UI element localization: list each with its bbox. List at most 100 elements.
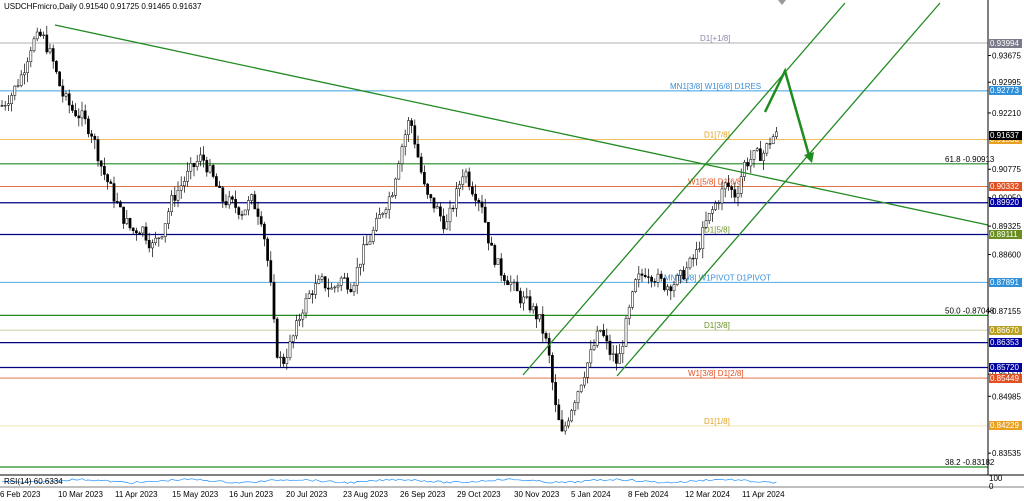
candle-body [714,203,717,210]
candle-body [256,208,260,217]
date-axis-label: 11 Apr 2024 [742,490,785,499]
candle-body [688,257,692,269]
candle-body [419,156,423,173]
candle-body [291,335,295,342]
candle-body [160,236,164,239]
price-axis-label: 0.84985 [992,392,1021,401]
candle-body [112,183,116,202]
candle-body [403,134,407,147]
candle-body [352,285,356,293]
price-axis-label: 0.90775 [992,165,1021,174]
candle-body [170,195,173,213]
candle-body [691,257,695,260]
candle-body [365,243,369,246]
candle-body [519,290,522,304]
candle-body [186,170,189,182]
candle-body [288,341,292,358]
rsi-line [1,478,777,484]
chart-title: USDCHFmicro,Daily 0.91540 0.91725 0.9146… [4,2,202,11]
level-price-tag: 0.87891 [989,277,1022,287]
price-axis-label: 0.88600 [992,251,1021,260]
candle-body [211,165,215,177]
price-axis-label: 0.92995 [992,78,1021,87]
downtrend-line[interactable] [54,24,989,226]
candle-body [26,61,29,74]
candle-body [659,273,663,279]
candle-body [173,195,177,201]
channel-upper-line[interactable] [522,2,846,376]
date-axis-label: 16 Jun 2023 [229,490,274,499]
candle-body [400,146,404,165]
date-axis-label: 15 May 2023 [172,490,219,499]
candle-body [621,346,625,354]
candle-body [739,176,743,194]
candle-body [250,194,253,201]
candle-body [381,213,385,215]
candle-body [704,220,708,228]
candle-body [336,285,340,288]
candle-body [119,201,122,208]
candle-body [227,196,231,206]
price-axis-label: 0.92210 [992,109,1021,118]
candle-body [743,162,746,177]
chart-shift-marker-icon[interactable] [778,0,786,5]
candle-body [3,105,7,107]
candle-body [35,31,39,40]
candle-body [618,353,621,364]
candle-body [330,287,333,290]
candle-body [464,171,468,178]
channel-lower-line[interactable] [616,2,941,377]
candlesticks [0,25,778,435]
candle-body [74,110,77,117]
date-axis-label: 5 Jan 2024 [571,490,611,499]
candle-body [138,232,141,235]
candle-body [503,275,506,281]
candle-body [314,283,317,295]
candle-body [189,163,193,172]
candle-body [96,139,100,162]
candle-body [224,201,228,206]
candle-body [42,34,45,36]
date-axis-label: 20 Jul 2023 [286,490,328,499]
candle-body [672,284,676,292]
candle-body [746,162,749,167]
candle-body [563,425,567,432]
candle-body [490,242,493,246]
candle-body [413,125,417,145]
candle-body [83,110,87,120]
candle-body [106,174,109,183]
candle-body [99,160,103,167]
candle-body [541,314,545,334]
price-axis-label: 0.90050 [992,194,1021,203]
candle-body [528,296,532,311]
date-axis-label: 26 Sep 2023 [400,490,446,499]
candle-body [295,320,298,337]
candle-body [375,218,378,231]
candle-body [682,270,685,280]
candle-body [90,133,93,137]
level-label: D1[7/8] [704,131,730,140]
candle-body [384,209,388,214]
candle-body [19,74,23,86]
candle-body [410,120,413,126]
candle-body [237,207,241,215]
candle-body [23,72,26,76]
candle-body [387,196,391,210]
candle-body [317,279,321,284]
level-label: D1[3/8] [704,321,730,330]
candle-body [631,291,634,308]
level-price-tag: 0.85720 [989,362,1022,372]
level-price-tag: 0.86353 [989,338,1022,348]
candle-body [67,93,71,106]
candle-body [144,226,148,241]
candle-body [109,181,113,184]
price-axis-labels: 0.93675 0.92995 0.92210 0.90775 0.90050 0.893… [988,52,1021,458]
candle-body [515,281,519,292]
candle-body [723,182,727,190]
candle-body [666,286,669,291]
candle-body [48,48,52,53]
level-label: MN1[3/8] W1[6/8] D1RES [670,82,761,91]
candle-body [637,273,641,280]
candle-body [221,187,225,202]
